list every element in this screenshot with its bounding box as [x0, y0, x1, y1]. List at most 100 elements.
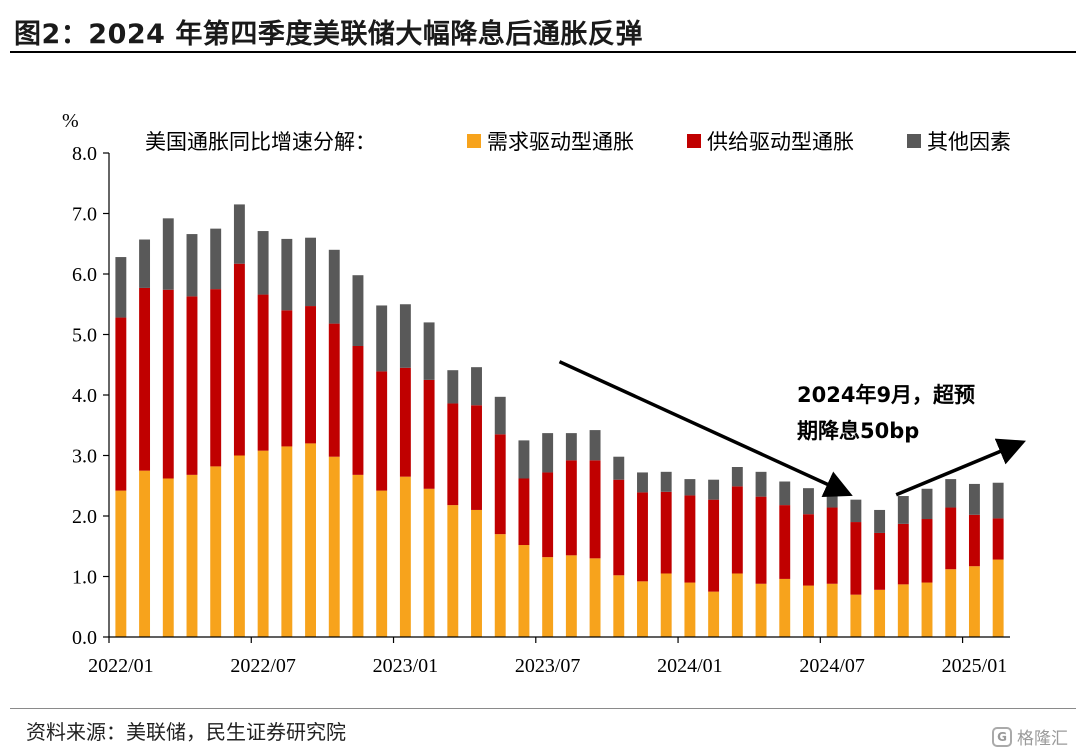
- bar-segment-supply: [162, 289, 174, 479]
- bar-segment-demand: [305, 443, 316, 637]
- bar-segment-supply: [305, 306, 316, 444]
- bar-segment-other: [684, 479, 696, 496]
- bar-segment-demand: [826, 583, 838, 637]
- y-tick-label: 1.0: [72, 567, 97, 589]
- bar-segment-other: [399, 304, 411, 368]
- x-tick-label: 2022/01: [88, 655, 154, 677]
- bar-segment-supply: [660, 491, 672, 574]
- bar-segment-other: [233, 204, 245, 264]
- bar-segment-demand: [589, 558, 601, 637]
- bar-segment-demand: [518, 545, 530, 637]
- bar-segment-other: [542, 433, 554, 473]
- footer-divider: [10, 708, 1076, 709]
- bar-segment-demand: [897, 584, 909, 637]
- bar-segment-supply: [803, 514, 814, 586]
- bar-segment-other: [826, 486, 838, 508]
- bar-segment-supply: [328, 323, 340, 457]
- bar-segment-demand: [210, 466, 222, 637]
- bar-segment-supply: [708, 499, 720, 592]
- bar-segment-supply: [399, 367, 411, 477]
- bar-segment-other: [257, 231, 269, 295]
- bar-segment-supply: [684, 495, 696, 583]
- annotation-line-2: 期降息50bp: [797, 419, 919, 443]
- bar-segment-demand: [494, 534, 506, 637]
- bar-segment-other: [708, 479, 720, 500]
- bar-segment-supply: [731, 486, 743, 574]
- bar-segment-supply: [874, 532, 886, 590]
- bar-segment-other: [162, 218, 174, 290]
- annotation-line-1: 2024年9月，超预: [797, 383, 975, 407]
- bar-segment-supply: [755, 496, 767, 584]
- y-tick-label: 6.0: [72, 264, 97, 286]
- bar-segment-supply: [637, 492, 648, 582]
- bar-segment-other: [897, 496, 909, 524]
- bar-segment-supply: [423, 379, 435, 489]
- bar-segment-other: [779, 481, 791, 506]
- bar-segment-supply: [589, 460, 601, 559]
- bar-segment-demand: [471, 509, 482, 637]
- bar-segment-supply: [471, 405, 482, 510]
- legend-title: 美国通胀同比增速分解：: [145, 130, 376, 154]
- bar-segment-demand: [660, 573, 672, 637]
- bar-segment-demand: [945, 569, 957, 637]
- bar-segment-demand: [731, 573, 743, 637]
- bar-segment-other: [660, 471, 672, 492]
- bar-segment-supply: [613, 479, 625, 576]
- y-axis-unit-label: %: [62, 110, 79, 132]
- bar-segment-demand: [542, 557, 554, 637]
- bar-segment-supply: [992, 518, 1004, 560]
- legend-swatch: [907, 134, 921, 148]
- bar-segment-supply: [779, 505, 791, 579]
- watermark: G 格隆汇: [992, 724, 1068, 749]
- trend-arrow: [558, 360, 853, 497]
- bar-segment-other: [945, 479, 957, 508]
- legend-swatch: [687, 134, 701, 148]
- bar-segment-supply: [565, 460, 577, 556]
- x-tick-label: 2023/07: [515, 655, 581, 677]
- legend-swatch: [467, 134, 481, 148]
- y-tick-label: 4.0: [72, 385, 97, 407]
- bar-segment-other: [637, 472, 648, 493]
- bar-segment-other: [731, 467, 743, 487]
- bar-segment-supply: [494, 434, 506, 535]
- bar-segment-supply: [376, 371, 388, 491]
- bar-segment-supply: [186, 296, 198, 475]
- bar-segment-demand: [779, 578, 791, 637]
- legend-label: 需求驱动型通胀: [487, 130, 634, 154]
- bar-segment-other: [850, 499, 862, 523]
- bar-segment-other: [423, 322, 435, 380]
- bar-segment-demand: [115, 490, 127, 637]
- bar-segment-demand: [447, 505, 459, 637]
- bar-segment-demand: [328, 456, 340, 637]
- x-tick-label: 2022/07: [230, 655, 296, 677]
- bar-segment-demand: [376, 490, 388, 637]
- bar-segment-other: [210, 228, 222, 290]
- bar-segment-supply: [921, 519, 933, 583]
- legend-label: 其他因素: [927, 130, 1011, 154]
- bar-segment-demand: [281, 446, 293, 637]
- bar-segment-demand: [708, 591, 720, 638]
- x-tick-label: 2024/07: [799, 655, 865, 677]
- title-divider: [10, 51, 1076, 53]
- inflation-decomposition-chart: 0.0 1.0 2.0 3.0 4.0 5.0 6.0 7.0 8.0 2022/01 2022/0…: [62, 110, 1026, 677]
- bar-segment-supply: [233, 263, 245, 456]
- bar-segment-demand: [233, 455, 245, 637]
- bar-segment-other: [447, 370, 459, 404]
- bar-segment-other: [992, 482, 1004, 519]
- bar-segment-demand: [565, 555, 577, 637]
- source-note: 资料来源：美联储，民生证券研究院: [26, 720, 346, 744]
- y-tick-label: 2.0: [72, 506, 97, 528]
- bar-segment-demand: [968, 566, 980, 637]
- bar-segment-other: [471, 367, 482, 406]
- x-tick-label: 2024/01: [657, 655, 723, 677]
- bar-segment-other: [115, 257, 127, 318]
- y-tick-label: 0.0: [72, 627, 97, 649]
- bar-segment-supply: [518, 478, 530, 546]
- x-tick-label: 2025/01: [942, 655, 1008, 677]
- bar-segment-other: [494, 396, 506, 435]
- bar-segment-demand: [257, 450, 269, 637]
- bar-segment-other: [803, 488, 814, 515]
- y-tick-label: 3.0: [72, 446, 97, 468]
- bar-segment-supply: [850, 522, 862, 595]
- bar-segment-other: [755, 471, 767, 497]
